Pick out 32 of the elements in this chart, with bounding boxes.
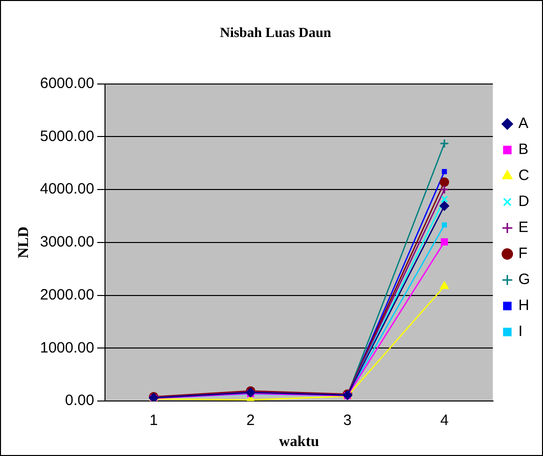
x-tick-label: 3 xyxy=(343,412,352,430)
legend-label: A xyxy=(518,115,528,132)
point xyxy=(440,184,450,194)
point xyxy=(440,138,450,148)
point xyxy=(440,238,448,246)
x-tick-label: 1 xyxy=(150,412,158,430)
legend-label: E xyxy=(518,219,528,236)
y-tick-label: 5000.00 xyxy=(40,128,94,145)
y-tick-label: 1000.00 xyxy=(40,339,94,356)
legend-label: D xyxy=(518,193,530,210)
legend-label: B xyxy=(518,141,528,158)
y-tick-label: 0.00 xyxy=(65,392,94,410)
legend-label: F xyxy=(518,245,528,262)
legend-label: I xyxy=(518,323,523,340)
point xyxy=(440,201,450,211)
legend-label: G xyxy=(518,271,530,288)
point xyxy=(440,177,450,187)
x-tick-label: 4 xyxy=(440,412,449,430)
point xyxy=(442,222,447,228)
legend-label: C xyxy=(518,167,530,184)
y-axis-title: NLD xyxy=(16,226,32,258)
legend-label: H xyxy=(518,297,530,314)
y-tick-label: 6000.00 xyxy=(40,74,94,92)
y-tick-label: 2000.00 xyxy=(40,286,94,304)
point xyxy=(440,282,449,290)
y-tick-label: 4000.00 xyxy=(40,180,94,198)
x-tick-label: 2 xyxy=(246,412,255,430)
point xyxy=(442,169,447,174)
chart-title: Nisbah Luas Daun xyxy=(220,26,332,42)
y-tick-label: 3000.00 xyxy=(40,234,94,251)
x-axis-title: waktu xyxy=(279,434,320,450)
point xyxy=(440,195,448,203)
